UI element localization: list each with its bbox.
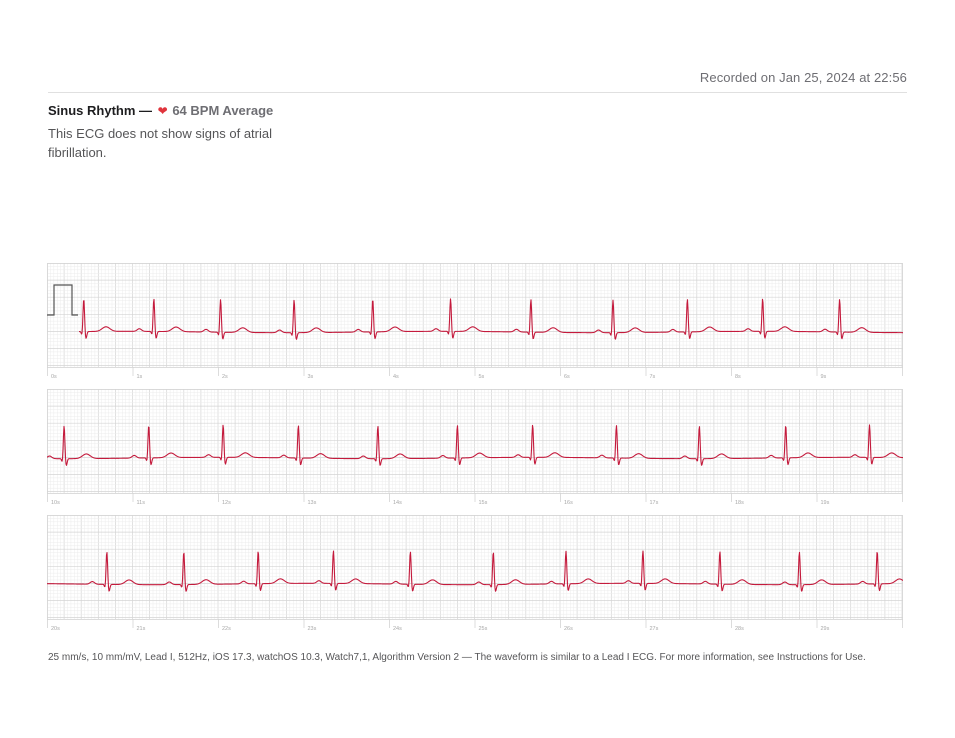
ecg-summary: Sinus Rhythm — ❤ 64 BPM Average [48, 103, 273, 118]
time-tick-label: 3s [308, 374, 314, 380]
ecg-strip-1: 0s 1s 2s 3s 4s 5s 6s 7s 8s 9s [47, 263, 903, 381]
time-tick-label: 2s [222, 374, 228, 380]
ecg-strip-svg: 0s 1s 2s 3s 4s 5s 6s 7s 8s 9s [47, 263, 903, 380]
time-tick-label: 12s [222, 500, 231, 506]
ecg-strip-svg: 20s 21s 22s 23s 24s 25s 26s 27s 28s 29s [47, 515, 903, 632]
time-tick-label: 26s [564, 626, 573, 632]
time-tick-label: 22s [222, 626, 231, 632]
time-tick-label: 14s [393, 500, 402, 506]
time-tick-label: 25s [479, 626, 488, 632]
time-tick-label: 9s [821, 374, 827, 380]
time-tick-label: 15s [479, 500, 488, 506]
average-bpm: 64 BPM Average [172, 103, 274, 118]
time-tick-label: 23s [308, 626, 317, 632]
ecg-grid [47, 263, 903, 368]
heart-icon: ❤ [157, 104, 168, 118]
time-tick-label: 17s [650, 500, 659, 506]
time-tick-label: 13s [308, 500, 317, 506]
time-tick-label: 7s [650, 374, 656, 380]
rhythm-classification: Sinus Rhythm — [48, 103, 153, 118]
time-tick-label: 10s [51, 500, 60, 506]
ecg-strip-2: 10s 11s 12s 13s 14s 15s 16s 17s 18s 19s [47, 389, 903, 507]
time-tick-label: 5s [479, 374, 485, 380]
time-tick-label: 1s [137, 374, 143, 380]
ecg-grid [47, 389, 903, 494]
ecg-waveform [47, 424, 903, 466]
time-tick-label: 18s [735, 500, 744, 506]
ecg-grid [47, 515, 903, 620]
time-tick-label: 24s [393, 626, 402, 632]
time-tick-label: 21s [137, 626, 146, 632]
time-tick-label: 4s [393, 374, 399, 380]
time-tick-label: 27s [650, 626, 659, 632]
ecg-strip-svg: 10s 11s 12s 13s 14s 15s 16s 17s 18s 19s [47, 389, 903, 506]
header-divider [48, 92, 907, 93]
time-tick-label: 28s [735, 626, 744, 632]
time-tick-label: 11s [137, 500, 146, 506]
time-tick-label: 29s [821, 626, 830, 632]
ecg-strip-3: 20s 21s 22s 23s 24s 25s 26s 27s 28s 29s [47, 515, 903, 633]
time-tick-label: 16s [564, 500, 573, 506]
ecg-waveform [78, 298, 903, 340]
recorded-timestamp: Recorded on Jan 25, 2024 at 22:56 [699, 70, 907, 85]
time-tick-label: 8s [735, 374, 741, 380]
time-tick-label: 20s [51, 626, 60, 632]
time-tick-label: 6s [564, 374, 570, 380]
ecg-waveform [47, 550, 903, 592]
recording-details: 25 mm/s, 10 mm/mV, Lead I, 512Hz, iOS 17… [48, 652, 866, 663]
calibration-pulse [47, 284, 78, 316]
time-tick-label: 0s [51, 374, 57, 380]
time-tick-label: 19s [821, 500, 830, 506]
ecg-description: This ECG does not show signs of atrial f… [48, 126, 272, 160]
